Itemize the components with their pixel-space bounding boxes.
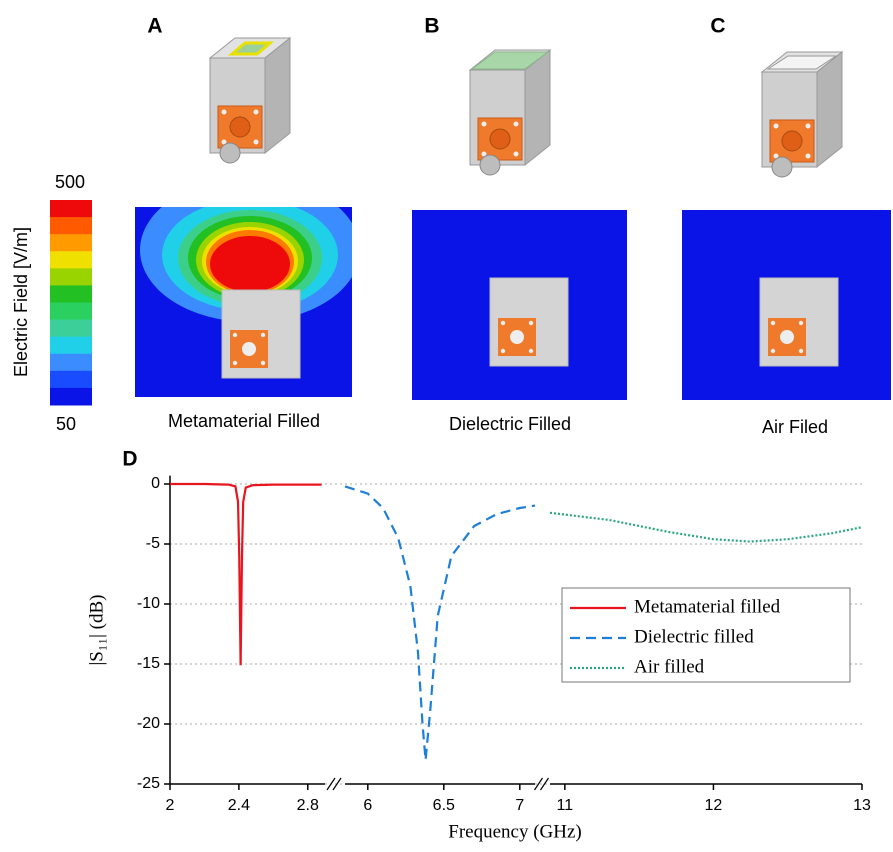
colorbar-step (50, 285, 92, 303)
y-tick-label: -5 (146, 535, 160, 552)
antenna-footprint (221, 289, 301, 379)
panel-label: B (424, 15, 439, 38)
axis-break (326, 777, 336, 791)
shape (470, 51, 550, 70)
colorbar-step (50, 217, 92, 235)
x-tick-label: 2.8 (297, 797, 319, 814)
shape (477, 117, 523, 176)
y-axis-title: |S₁₁| (dB) (86, 595, 107, 666)
colorbar-step (50, 268, 92, 286)
colorbar-title: Electric Field [V/m] (11, 227, 31, 377)
x-tick-label: 6 (363, 797, 372, 814)
s11-chart: -25 -20 -15 -10 -5 0 2 2.4 2.8 6 6.5 7 11 12 13 Metamat… (137, 475, 871, 814)
legend-label: Air filled (634, 656, 705, 677)
model-dielectric (469, 49, 551, 176)
y-tick-label: -15 (137, 655, 160, 672)
series-line (170, 482, 322, 666)
legend-box (561, 587, 851, 683)
axis-break (540, 777, 549, 791)
axis-break (534, 777, 543, 791)
antenna-footprint (759, 277, 839, 367)
shape (210, 236, 290, 292)
model-air (761, 51, 843, 178)
shape (227, 41, 275, 56)
x-tick-label: 7 (515, 797, 524, 814)
antenna-footprint (489, 277, 569, 367)
colorbar (50, 200, 92, 406)
model-metamaterial (209, 37, 291, 164)
panel-label: C (710, 15, 725, 38)
caption: Metamaterial Filled (168, 411, 320, 431)
y-tick-label: -10 (137, 595, 160, 612)
colorbar-step (50, 387, 92, 406)
legend-label: Metamaterial filled (634, 596, 781, 617)
y-tick-label: -20 (137, 715, 160, 732)
y-tick-label: 0 (151, 475, 160, 492)
axis-break (332, 777, 342, 791)
colorbar-step (50, 302, 92, 321)
field-map-metamaterial (135, 207, 352, 397)
panel-label: D (122, 448, 137, 471)
legend-label: Dielectric filled (634, 626, 754, 647)
x-tick-label: 12 (705, 797, 723, 814)
colorbar-step (50, 200, 92, 218)
shape (769, 119, 815, 178)
series-line (549, 511, 863, 543)
x-axis-title: Frequency (GHz) (448, 821, 581, 842)
shape (766, 55, 838, 70)
colorbar-step (50, 336, 92, 355)
caption: Air Filed (762, 417, 828, 437)
caption: Dielectric Filled (449, 414, 571, 434)
colorbar-step (50, 370, 92, 389)
colorbar-step (50, 234, 92, 252)
colorbar-step (50, 353, 92, 372)
colorbar-step (50, 319, 92, 338)
x-tick-label: 11 (557, 797, 574, 814)
x-tick-label: 2.4 (228, 797, 250, 814)
colorbar-min: 50 (56, 414, 76, 434)
x-tick-label: 13 (853, 797, 871, 814)
series-line (344, 485, 536, 761)
x-tick-label: 6.5 (433, 797, 455, 814)
x-tick-label: 2 (166, 797, 175, 814)
shape (217, 105, 263, 164)
y-tick-label: -25 (137, 775, 160, 792)
panel-label: A (147, 15, 162, 38)
colorbar-max: 500 (55, 172, 85, 192)
colorbar-step (50, 251, 92, 269)
